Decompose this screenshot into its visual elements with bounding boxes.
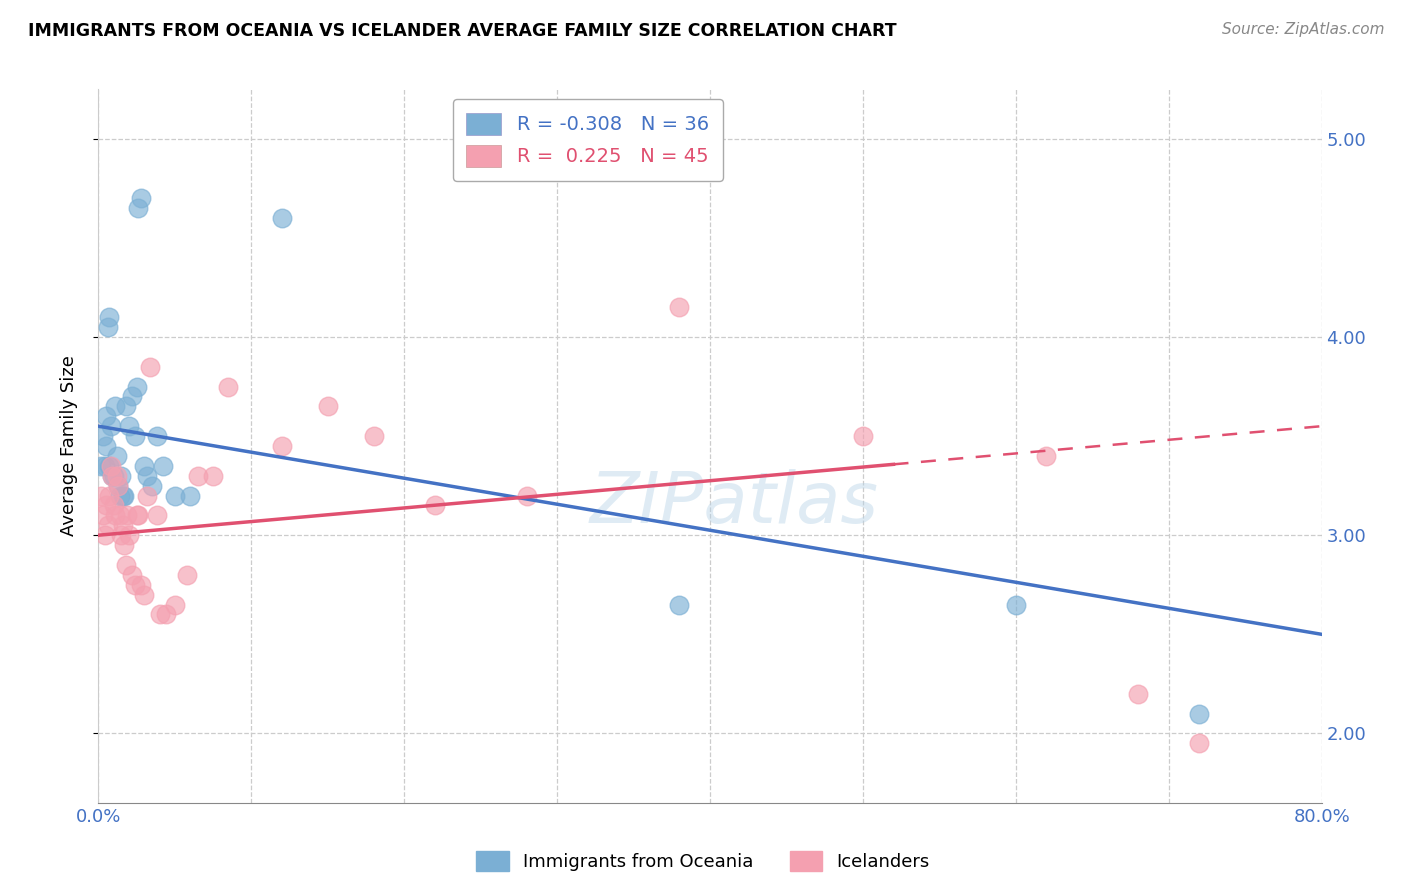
Point [103,499,125,513]
Legend: Immigrants from Oceania, Icelanders: Immigrants from Oceania, Icelanders [470,844,936,879]
Point [104,508,127,523]
Point [111,518,134,533]
Point [134,588,156,602]
Point [115,558,138,572]
Point [105,468,128,483]
Point [91,429,114,443]
Point [270,439,292,453]
Point [139,359,162,374]
Point [1188,736,1211,750]
Point [176,567,198,582]
Point [104,400,127,414]
Point [136,468,159,483]
Point [112,489,135,503]
Point [155,607,177,622]
Point [149,607,172,622]
Text: Source: ZipAtlas.com: Source: ZipAtlas.com [1222,22,1385,37]
Point [1004,598,1026,612]
Y-axis label: Average Family Size: Average Family Size [59,356,77,536]
Point [1188,706,1211,721]
Point [118,528,141,542]
Point [100,458,122,473]
Point [152,458,174,473]
Point [121,567,143,582]
Point [93,528,115,542]
Point [115,400,138,414]
Text: IMMIGRANTS FROM OCEANIA VS ICELANDER AVERAGE FAMILY SIZE CORRELATION CHART: IMMIGRANTS FROM OCEANIA VS ICELANDER AVE… [28,22,897,40]
Point [112,538,135,552]
Point [270,211,292,225]
Point [202,468,225,483]
Point [1035,449,1057,463]
Point [127,508,149,523]
Point [117,508,139,523]
Point [110,468,132,483]
Point [90,458,112,473]
Point [107,478,129,492]
Point [125,508,148,523]
Point [94,439,117,453]
Point [668,300,690,314]
Point [108,489,131,503]
Legend: R = -0.308   N = 36, R =  0.225   N = 45: R = -0.308 N = 36, R = 0.225 N = 45 [453,99,723,181]
Point [1128,687,1150,701]
Point [127,201,149,215]
Point [363,429,385,443]
Point [94,409,117,424]
Point [98,458,121,473]
Point [163,489,186,503]
Point [316,400,339,414]
Point [100,419,122,434]
Point [852,429,875,443]
Point [97,518,120,533]
Point [668,598,690,612]
Point [93,458,115,473]
Point [110,528,132,542]
Point [111,489,134,503]
Point [103,468,125,483]
Point [134,458,156,473]
Point [217,379,239,393]
Point [118,419,141,434]
Point [163,598,186,612]
Point [129,578,152,592]
Point [97,320,120,334]
Point [187,468,209,483]
Point [91,508,114,523]
Point [145,508,167,523]
Point [98,310,121,325]
Point [124,578,146,592]
Point [179,489,201,503]
Point [145,429,167,443]
Point [125,379,148,393]
Point [121,389,143,403]
Point [105,449,128,463]
Point [107,478,129,492]
Point [94,499,117,513]
Point [98,489,121,503]
Point [90,489,112,503]
Point [129,191,152,205]
Point [136,489,159,503]
Point [141,478,163,492]
Point [108,508,131,523]
Point [101,468,124,483]
Point [423,499,446,513]
Text: ZIPatlas: ZIPatlas [591,468,879,538]
Point [101,468,124,483]
Point [516,489,538,503]
Point [124,429,146,443]
